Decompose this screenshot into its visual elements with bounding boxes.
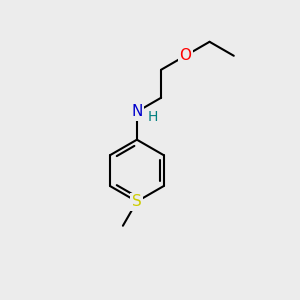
Text: N: N — [131, 104, 142, 119]
Text: H: H — [148, 110, 158, 124]
Text: O: O — [179, 48, 191, 63]
Text: S: S — [132, 194, 142, 209]
